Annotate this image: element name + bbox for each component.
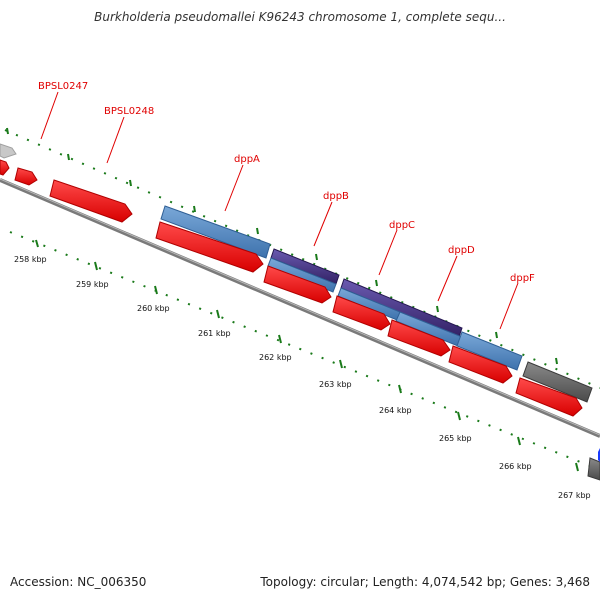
outer-tick-a bbox=[6, 127, 9, 135]
outer-tick-c bbox=[129, 179, 132, 187]
outer-tick-g bbox=[375, 279, 378, 287]
topology-text: Topology: circular; Length: 4,074,542 bp… bbox=[260, 575, 590, 589]
tick-263 bbox=[339, 359, 343, 369]
gene-dppa[interactable] bbox=[160, 205, 271, 259]
gene-label-dppa: dppA bbox=[234, 154, 260, 165]
leader-dppa bbox=[224, 164, 244, 212]
tick-259 bbox=[94, 261, 98, 271]
leader-dppb bbox=[313, 201, 333, 247]
kbp-label-263: 263 kbp bbox=[319, 380, 352, 389]
accession-text: Accession: NC_006350 bbox=[10, 575, 147, 589]
cds-right[interactable] bbox=[515, 377, 583, 417]
gene-label-dppf: dppF bbox=[510, 273, 535, 284]
kbp-label-259: 259 kbp bbox=[76, 280, 109, 289]
label-leaders bbox=[40, 91, 519, 330]
outer-tick-i bbox=[495, 331, 498, 339]
outer-tick-j bbox=[555, 357, 558, 365]
kbp-label-265: 265 kbp bbox=[439, 434, 472, 443]
outer-major-ticks bbox=[6, 127, 558, 365]
tick-266 bbox=[517, 436, 521, 446]
gene-label-dppb: dppB bbox=[323, 191, 349, 202]
kbp-label-264: 264 kbp bbox=[379, 406, 412, 415]
map-title: Burkholderia pseudomallei K96243 chromos… bbox=[94, 10, 506, 24]
gene-dppb-blue[interactable] bbox=[267, 257, 337, 293]
outer-tick-h bbox=[436, 305, 439, 313]
kbp-label-262: 262 kbp bbox=[259, 353, 292, 362]
tick-258 bbox=[35, 239, 39, 248]
leader-dppd bbox=[437, 255, 458, 302]
cds-dppf[interactable] bbox=[448, 345, 513, 384]
gene-bpsl0247-grey[interactable] bbox=[0, 143, 17, 159]
tick-267 bbox=[575, 462, 579, 472]
gene-label-dppd: dppD bbox=[448, 245, 475, 256]
cds-dppb[interactable] bbox=[263, 265, 332, 304]
major-ticks bbox=[35, 239, 579, 472]
cds-bpsl0248[interactable] bbox=[49, 179, 133, 223]
kbp-label-258: 258 kbp bbox=[14, 255, 47, 264]
gene-grey-edge[interactable] bbox=[587, 457, 600, 481]
sequence-backbone bbox=[0, 178, 600, 438]
tick-260 bbox=[154, 285, 158, 295]
cds-dppd[interactable] bbox=[387, 319, 451, 357]
cds-dppc[interactable] bbox=[332, 295, 391, 331]
cds-bpsl0247[interactable] bbox=[14, 167, 38, 186]
outer-tick-e bbox=[256, 227, 259, 235]
gene-label-dppc: dppC bbox=[389, 220, 415, 231]
outer-tick-f bbox=[315, 253, 318, 261]
outer-tick-ruler bbox=[4, 129, 600, 389]
sequence-backbone-highlight bbox=[0, 178, 600, 436]
tick-261 bbox=[216, 309, 220, 319]
kbp-label-266: 266 kbp bbox=[499, 462, 532, 471]
cds-dppa[interactable] bbox=[155, 221, 264, 273]
gene-label-bpsl0247: BPSL0247 bbox=[38, 81, 88, 92]
cds-left-edge[interactable] bbox=[0, 159, 10, 176]
outer-tick-d bbox=[193, 205, 196, 213]
leader-bpsl0248 bbox=[106, 116, 125, 164]
outer-tick-b bbox=[67, 153, 70, 161]
leader-dppf bbox=[499, 282, 519, 330]
gene-grey-right[interactable] bbox=[522, 361, 593, 403]
kbp-label-260: 260 kbp bbox=[137, 304, 170, 313]
leader-dppc bbox=[378, 229, 398, 276]
leader-bpsl0247 bbox=[40, 91, 59, 140]
tick-262 bbox=[278, 334, 282, 344]
tick-264 bbox=[398, 384, 402, 394]
kbp-label-267: 267 kbp bbox=[558, 491, 591, 500]
kbp-label-261: 261 kbp bbox=[198, 329, 231, 338]
gene-label-bpsl0248: BPSL0248 bbox=[104, 106, 154, 117]
tick-265 bbox=[457, 411, 461, 421]
gene-dppf[interactable] bbox=[456, 331, 523, 371]
